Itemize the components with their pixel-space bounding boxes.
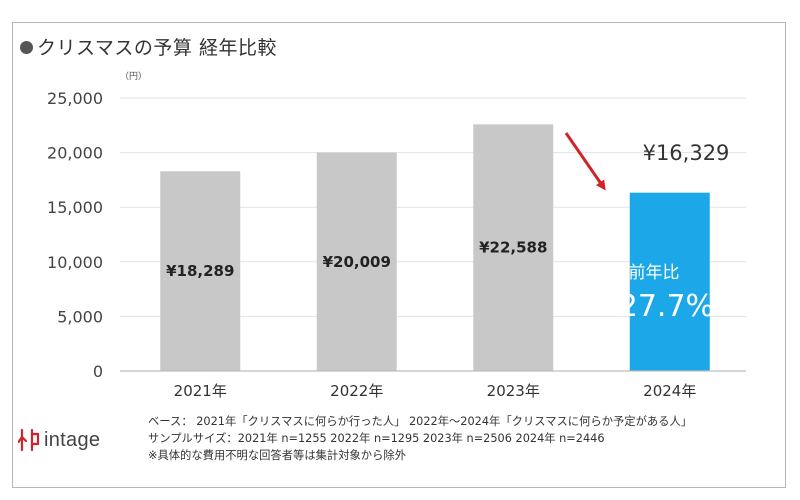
yoy-value: -27.7% <box>608 289 714 324</box>
bullet-dot-icon <box>20 41 33 54</box>
x-tick-label: 2022年 <box>330 382 383 400</box>
bar-2024年 <box>629 192 710 371</box>
bar-2021年 <box>160 171 241 371</box>
decline-arrow-icon <box>564 132 606 191</box>
intage-logo: intage <box>18 428 100 452</box>
y-tick-label: 20,000 <box>47 144 103 163</box>
bar-value-label: ¥20,009 <box>323 253 391 271</box>
logo-text: intage <box>44 428 101 451</box>
note-base: ベース： 2021年「クリスマスに何らか行った人」 2022年～2024年「クリ… <box>148 415 693 428</box>
bar-value-labels: ¥18,289 ¥20,009 ¥22,588 <box>166 239 547 280</box>
note-sample-size: サンプルサイズ：2021年 n=1255 2022年 n=1295 2023年 … <box>148 432 605 445</box>
x-tick-label: 2023年 <box>487 382 540 400</box>
x-tick-label: 2021年 <box>174 382 227 400</box>
y-axis-ticks: 25,000 20,000 15,000 10,000 5,000 0 <box>47 89 103 381</box>
bars <box>160 124 710 371</box>
y-tick-label: 0 <box>93 362 103 381</box>
bar-2022年 <box>316 152 397 371</box>
bar-value-label: ¥22,588 <box>479 239 547 257</box>
intage-mark-icon <box>18 428 40 452</box>
y-tick-label: 5,000 <box>57 307 103 326</box>
annotation-value: ¥16,329 <box>643 141 730 165</box>
yoy-label: 前年比 <box>629 263 680 283</box>
y-tick-label: 15,000 <box>47 198 103 217</box>
chart-notes: ベース： 2021年「クリスマスに何らか行った人」 2022年～2024年「クリ… <box>148 413 692 464</box>
x-tick-label: 2024年 <box>643 382 696 400</box>
y-tick-label: 25,000 <box>47 89 103 108</box>
bar-2023年 <box>473 124 554 371</box>
y-unit-label: （円） <box>120 71 147 82</box>
y-tick-label: 10,000 <box>47 253 103 272</box>
bar-value-label: ¥18,289 <box>166 262 234 280</box>
chart-title-text: クリスマスの予算 経年比較 <box>37 37 277 59</box>
x-axis-ticks: 2021年 2022年 2023年 2024年 <box>174 382 697 400</box>
note-exclusion: ※具体的な費用不明な回答者等は集計対象から除外 <box>148 449 406 462</box>
chart-title: クリスマスの予算 経年比較 <box>20 33 277 60</box>
